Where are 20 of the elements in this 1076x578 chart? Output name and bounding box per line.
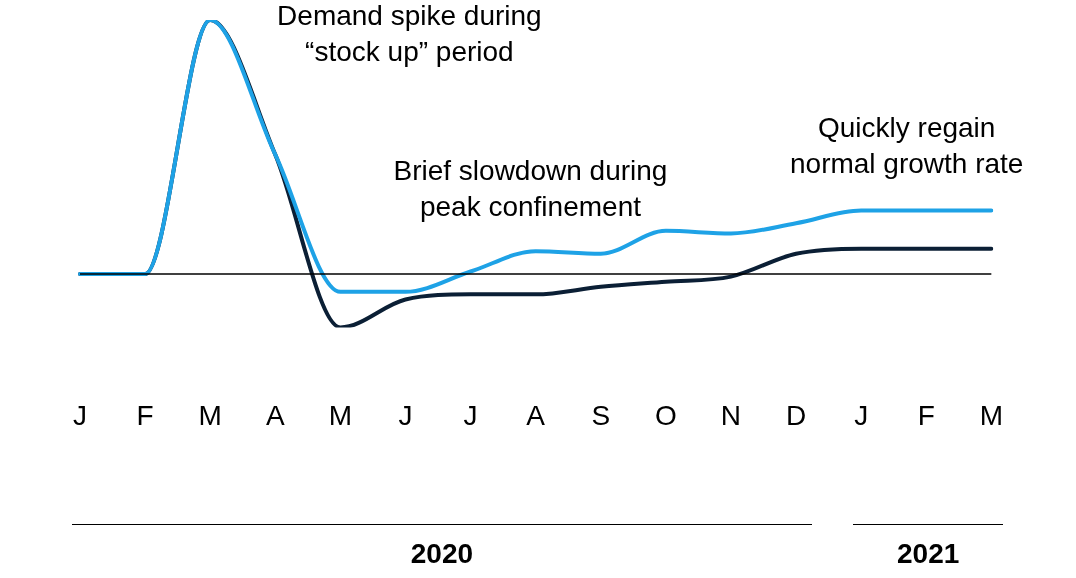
x-tick-label: M	[979, 399, 1003, 431]
x-tick-label: J	[463, 399, 478, 431]
x-tick-label: F	[136, 399, 154, 431]
x-tick-label: N	[720, 399, 742, 431]
x-tick-label: F	[917, 399, 935, 431]
x-tick-label: S	[591, 399, 611, 431]
x-tick-label: A	[526, 399, 546, 431]
x-tick-label: J	[854, 399, 869, 431]
x-tick-label: J	[73, 399, 87, 431]
x-tick-label: M	[328, 399, 353, 431]
annotation: Quickly regain normal growth rate	[789, 112, 1024, 180]
text: 2020	[410, 538, 474, 570]
annotation: Brief slowdown during peak confinement	[393, 154, 668, 222]
text: 2021	[897, 538, 960, 570]
x-tick-label: M	[198, 399, 222, 431]
x-tick-label: D	[785, 399, 807, 431]
annotation: Demand spike during “stock up” period	[277, 0, 542, 67]
x-tick-label: A	[265, 399, 285, 431]
x-tick-label: O	[654, 399, 677, 431]
x-tick-label: J	[398, 399, 413, 431]
